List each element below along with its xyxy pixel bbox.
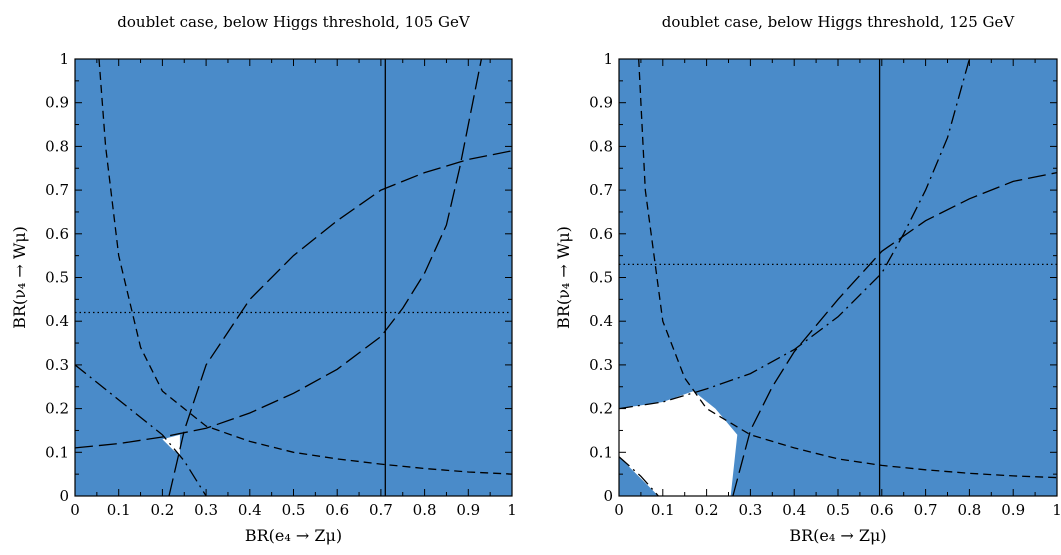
x-tick-label: 0.4	[238, 501, 262, 519]
x-tick-label: 0.4	[782, 501, 806, 519]
x-tick-label: 0.2	[150, 501, 174, 519]
x-axis-label: BR(e₄ → Zμ)	[245, 526, 342, 545]
y-tick-label: 0.5	[589, 269, 613, 287]
curve-dash-dot-3	[619, 59, 971, 410]
curve-long-dash-4	[732, 171, 1057, 496]
x-tick-label: 0.7	[369, 501, 393, 519]
x-tick-label: 0.3	[194, 501, 218, 519]
curve-dash-dot-5	[75, 364, 207, 496]
y-tick-label: 0.4	[589, 312, 613, 330]
x-tick-label: 0.6	[870, 501, 894, 519]
x-tick-label: 0.8	[413, 501, 437, 519]
y-tick-label: 0.8	[589, 137, 613, 155]
y-tick-label: 0.8	[45, 137, 69, 155]
y-tick-label: 0	[603, 487, 613, 505]
y-axis-label: BR(ν₄ → Wμ)	[10, 226, 29, 329]
curve-dashed-2	[98, 59, 512, 475]
y-tick-label: 0.5	[45, 269, 69, 287]
x-tick-label: 0.2	[695, 501, 719, 519]
y-tick-label: 0.9	[45, 94, 69, 112]
x-tick-label: 0.3	[738, 501, 762, 519]
y-tick-label: 0.7	[589, 181, 613, 199]
y-tick-label: 0	[59, 487, 69, 505]
y-tick-label: 0.2	[45, 400, 69, 418]
x-tick-label: 0.8	[957, 501, 981, 519]
y-tick-label: 0.3	[45, 356, 69, 374]
allowed-region	[619, 391, 738, 496]
x-tick-label: 0	[614, 501, 624, 519]
x-tick-label: 0.1	[651, 501, 675, 519]
curve-dash-dot-5	[619, 456, 659, 496]
y-tick-label: 1	[59, 50, 69, 68]
x-tick-label: 0.5	[826, 501, 850, 519]
y-tick-label: 0.6	[45, 225, 69, 243]
curve-dashed-2	[638, 59, 1057, 479]
y-tick-label: 0.1	[589, 443, 613, 461]
y-tick-label: 0.4	[45, 312, 69, 330]
x-axis-label: BR(e₄ → Zμ)	[789, 526, 886, 545]
y-axis-label: BR(ν₄ → Wμ)	[554, 226, 573, 329]
x-tick-label: 1	[1052, 501, 1061, 519]
y-tick-label: 0.1	[45, 443, 69, 461]
y-tick-label: 0.9	[589, 94, 613, 112]
chart-title: doublet case, below Higgs threshold, 105…	[117, 13, 471, 31]
y-tick-label: 0.6	[589, 225, 613, 243]
panel-125-gev: 0 0.1 0.2 0.3 0.4 0.5 0.6 0.7 0.8 0.9 1 0 0.1 0.2 0.3 0…	[554, 13, 1061, 545]
x-tick-label: 0.5	[282, 501, 306, 519]
x-tick-label: 0.7	[914, 501, 938, 519]
x-tick-label: 0	[70, 501, 80, 519]
x-tick-label: 0.6	[325, 501, 349, 519]
x-tick-label: 0.1	[107, 501, 131, 519]
panel-105-gev: 0 0.1 0.2 0.3 0.4 0.5 0.6 0.7 0.8 0.9 1 0 0.1 0.2 0.3 0…	[10, 13, 517, 545]
y-tick-label: 0.2	[589, 400, 613, 418]
y-tick-label: 0.7	[45, 181, 69, 199]
chart-title: doublet case, below Higgs threshold, 125…	[662, 13, 1016, 31]
y-tick-label: 0.3	[589, 356, 613, 374]
curve-long-dash-4	[168, 150, 512, 496]
curve-long-dash-3	[75, 59, 483, 449]
x-tick-label: 1	[507, 501, 517, 519]
y-tick-label: 1	[603, 50, 613, 68]
x-tick-label: 0.9	[1001, 501, 1025, 519]
excluded-region	[75, 59, 512, 496]
x-tick-label: 0.9	[456, 501, 480, 519]
